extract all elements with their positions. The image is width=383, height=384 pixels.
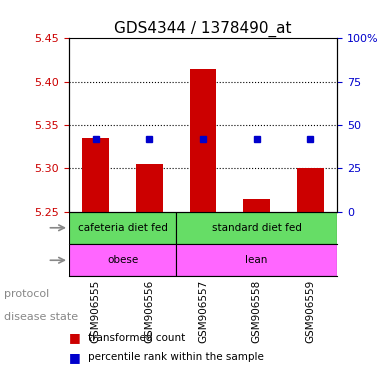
FancyBboxPatch shape <box>69 244 176 276</box>
Text: ■: ■ <box>69 351 81 364</box>
Bar <box>297 168 324 212</box>
Text: transformed count: transformed count <box>88 333 185 343</box>
Bar <box>190 69 216 212</box>
Bar <box>243 199 270 212</box>
Text: obese: obese <box>107 255 138 265</box>
FancyBboxPatch shape <box>176 212 337 244</box>
Text: lean: lean <box>246 255 268 265</box>
Bar <box>136 164 163 212</box>
Text: cafeteria diet fed: cafeteria diet fed <box>78 223 167 233</box>
Text: standard diet fed: standard diet fed <box>212 223 301 233</box>
Text: disease state: disease state <box>4 312 78 322</box>
FancyBboxPatch shape <box>176 244 337 276</box>
FancyBboxPatch shape <box>69 212 176 244</box>
Title: GDS4344 / 1378490_at: GDS4344 / 1378490_at <box>114 21 292 37</box>
Text: ■: ■ <box>69 331 81 344</box>
Text: percentile rank within the sample: percentile rank within the sample <box>88 352 264 362</box>
Bar <box>82 138 109 212</box>
Text: protocol: protocol <box>4 289 49 299</box>
